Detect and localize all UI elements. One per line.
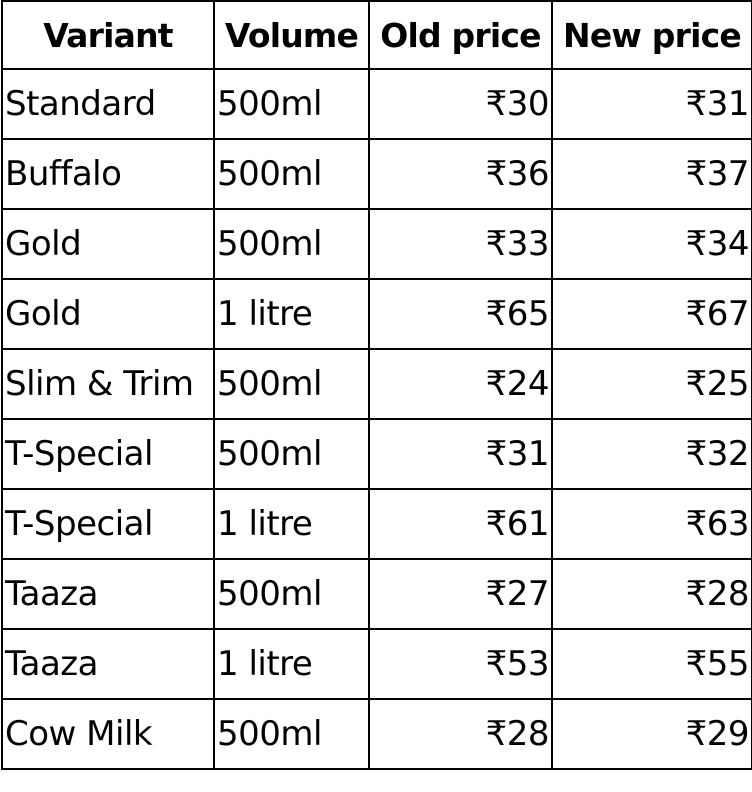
cell-new-price: ₹29 <box>551 698 752 770</box>
cell-old-price: ₹24 <box>368 348 553 420</box>
table-row: Cow Milk 500ml ₹28 ₹29 <box>1 698 752 770</box>
cell-volume: 1 litre <box>213 628 370 700</box>
cell-volume: 500ml <box>213 558 370 630</box>
cell-old-price: ₹31 <box>368 418 553 490</box>
cell-new-price: ₹34 <box>551 208 752 280</box>
table-row: Taaza 500ml ₹27 ₹28 <box>1 558 752 630</box>
cell-variant: T-Special <box>1 488 215 560</box>
cell-volume: 500ml <box>213 68 370 140</box>
cell-variant: Gold <box>1 278 215 350</box>
header-row: Variant Volume Old price New price <box>1 0 752 70</box>
price-table: Variant Volume Old price New price Stand… <box>1 0 752 770</box>
cell-volume: 500ml <box>213 138 370 210</box>
table-row: Gold 500ml ₹33 ₹34 <box>1 208 752 280</box>
table-row: Taaza 1 litre ₹53 ₹55 <box>1 628 752 700</box>
cell-new-price: ₹31 <box>551 68 752 140</box>
cell-volume: 500ml <box>213 698 370 770</box>
cell-variant: Gold <box>1 208 215 280</box>
cell-variant: Buffalo <box>1 138 215 210</box>
table-row: Standard 500ml ₹30 ₹31 <box>1 68 752 140</box>
table-row: T-Special 500ml ₹31 ₹32 <box>1 418 752 490</box>
cell-new-price: ₹37 <box>551 138 752 210</box>
cell-new-price: ₹25 <box>551 348 752 420</box>
cell-volume: 500ml <box>213 208 370 280</box>
column-header-variant: Variant <box>1 0 215 70</box>
cell-old-price: ₹27 <box>368 558 553 630</box>
table-row: Buffalo 500ml ₹36 ₹37 <box>1 138 752 210</box>
cell-new-price: ₹32 <box>551 418 752 490</box>
column-header-volume: Volume <box>213 0 370 70</box>
cell-volume: 1 litre <box>213 278 370 350</box>
cell-old-price: ₹36 <box>368 138 553 210</box>
cell-new-price: ₹28 <box>551 558 752 630</box>
cell-old-price: ₹65 <box>368 278 553 350</box>
cell-new-price: ₹63 <box>551 488 752 560</box>
table-row: T-Special 1 litre ₹61 ₹63 <box>1 488 752 560</box>
cell-old-price: ₹30 <box>368 68 553 140</box>
table-row: Gold 1 litre ₹65 ₹67 <box>1 278 752 350</box>
cell-volume: 1 litre <box>213 488 370 560</box>
cell-old-price: ₹33 <box>368 208 553 280</box>
cell-new-price: ₹55 <box>551 628 752 700</box>
cell-variant: Taaza <box>1 628 215 700</box>
column-header-old-price: Old price <box>368 0 553 70</box>
cell-new-price: ₹67 <box>551 278 752 350</box>
table-row: Slim & Trim 500ml ₹24 ₹25 <box>1 348 752 420</box>
cell-old-price: ₹28 <box>368 698 553 770</box>
cell-variant: Standard <box>1 68 215 140</box>
cell-volume: 500ml <box>213 348 370 420</box>
cell-variant: Taaza <box>1 558 215 630</box>
cell-volume: 500ml <box>213 418 370 490</box>
cell-old-price: ₹53 <box>368 628 553 700</box>
cell-variant: Cow Milk <box>1 698 215 770</box>
cell-variant: T-Special <box>1 418 215 490</box>
cell-variant: Slim & Trim <box>1 348 215 420</box>
column-header-new-price: New price <box>551 0 752 70</box>
cell-old-price: ₹61 <box>368 488 553 560</box>
